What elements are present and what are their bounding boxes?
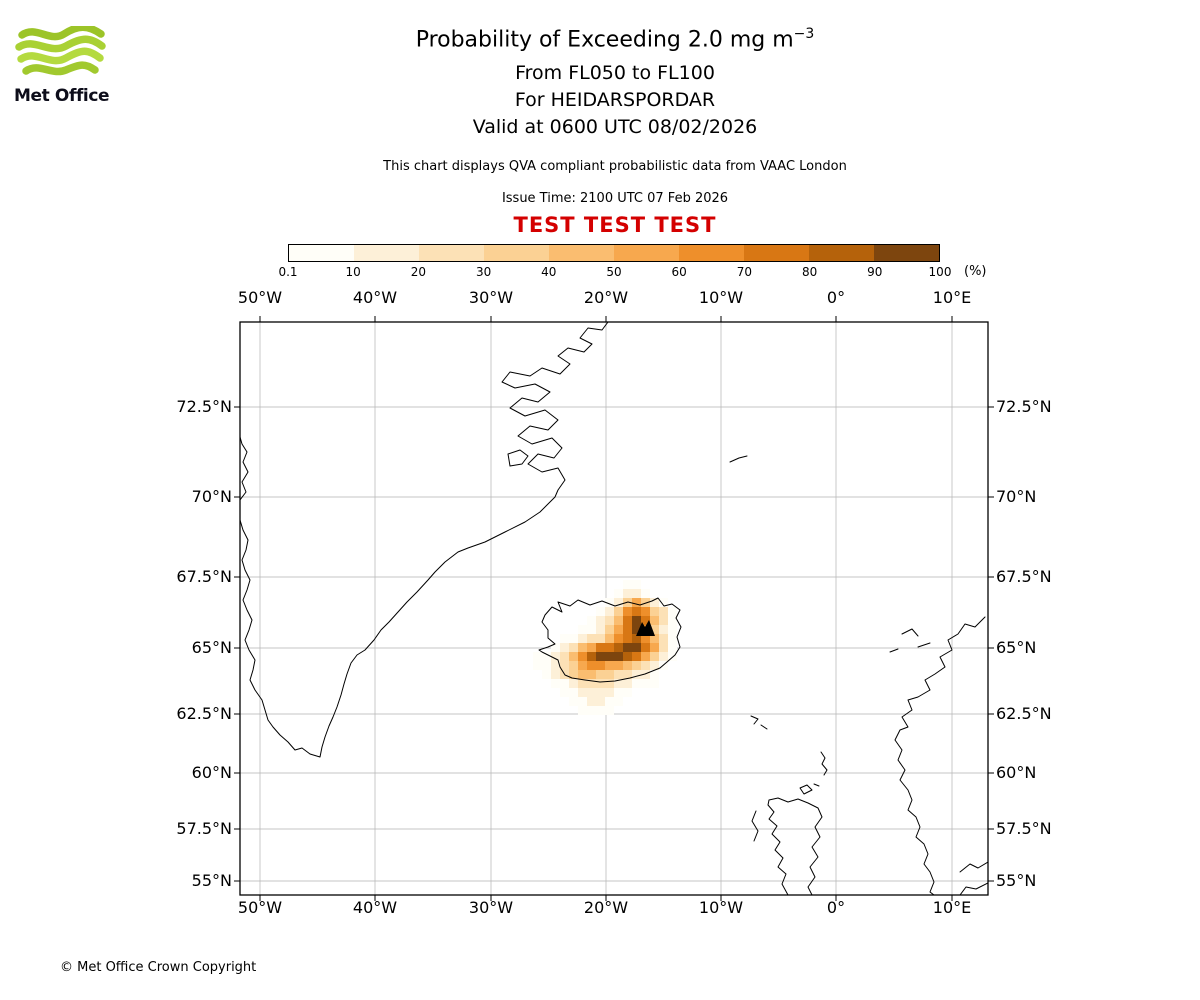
orkney-islands	[799, 783, 820, 795]
chart-title: Probability of Exceeding 2.0 mg m−3	[110, 26, 1120, 52]
colorbar-segment	[614, 245, 679, 261]
lat-right-label: 70°N	[996, 487, 1037, 506]
chart-title-text: Probability of Exceeding 2.0 mg m	[415, 27, 794, 53]
longitude-labels-top: 50°W 40°W 30°W 20°W 10°W 0° 10°E	[238, 288, 988, 310]
coastlines	[240, 322, 988, 895]
greenland-coastline	[240, 322, 609, 758]
colorbar-segment	[354, 245, 419, 261]
met-office-logo: Met Office	[14, 23, 124, 106]
lat-left-label: 65°N	[191, 638, 232, 657]
lon-top-label: 10°E	[932, 288, 972, 307]
test-banner: TEST TEST TEST	[513, 213, 717, 238]
colorbar-segment	[549, 245, 614, 261]
header: Probability of Exceeding 2.0 mg m−3 From…	[110, 26, 1120, 237]
lon-bottom-label: 50°W	[237, 898, 283, 917]
colorbar-segment	[874, 245, 939, 261]
ash-probability-cells	[533, 580, 677, 715]
volcano-marker	[636, 620, 655, 636]
colorbar-tick-label: 100	[928, 265, 952, 279]
lon-bottom-label: 40°W	[352, 898, 398, 917]
lon-bottom-label: 30°W	[468, 898, 514, 917]
lon-top-label: 0°	[826, 288, 846, 307]
met-office-waves-icon	[15, 23, 106, 76]
iceland-coastline	[538, 597, 682, 683]
lat-left-label: 70°N	[191, 487, 232, 506]
lon-top-label: 30°W	[468, 288, 514, 307]
colorbar-tick-labels: 0.1 10 20 30 40 50 60 70 80 90 100	[278, 262, 1008, 280]
norway-coastline	[894, 616, 986, 895]
valid-time-line: Valid at 0600 UTC 08/02/2026	[472, 116, 758, 139]
colorbar-segment	[679, 245, 744, 261]
map-frame	[239, 321, 989, 896]
lat-right-label: 67.5°N	[996, 567, 1052, 586]
scotland-coastline	[767, 797, 823, 895]
colorbar-tick-label: 40	[541, 265, 557, 279]
volcano-name-line: For HEIDARSPORDAR	[514, 89, 716, 112]
lat-right-label: 65°N	[996, 638, 1037, 657]
colorbar-segment	[419, 245, 484, 261]
colorbar-tick-label: 20	[410, 265, 427, 279]
latitude-labels-right: 72.5°N 70°N 67.5°N 65°N 62.5°N 60°N 57.5°N 55°N	[996, 322, 1106, 895]
lat-right-label: 62.5°N	[996, 704, 1052, 723]
norway-islands	[889, 628, 931, 653]
lat-left-label: 60°N	[191, 763, 232, 782]
colorbar-tick-label: 0.1	[278, 265, 298, 279]
jan-mayen-island	[729, 455, 748, 463]
flight-levels-line: From FL050 to FL100	[515, 62, 715, 85]
faroe-islands	[750, 715, 768, 730]
colorbar-tick-label: 70	[736, 265, 753, 279]
latitude-labels-left: 72.5°N 70°N 67.5°N 65°N 62.5°N 60°N 57.5°N 55°N	[118, 322, 232, 895]
colorbar-tick-label: 60	[671, 265, 687, 279]
colorbar-tick-label: 90	[867, 265, 883, 279]
lat-right-label: 57.5°N	[996, 819, 1052, 838]
colorbar-unit-label: (%)	[964, 264, 987, 279]
lat-left-label: 62.5°N	[176, 704, 232, 723]
lat-left-label: 55°N	[191, 871, 232, 890]
qva-disclaimer: This chart displays QVA compliant probab…	[383, 159, 847, 175]
colorbar-tick-label: 50	[606, 265, 622, 279]
chart-title-exponent: −3	[793, 26, 815, 42]
colorbar-segment	[484, 245, 549, 261]
lon-bottom-label: 0°	[826, 898, 846, 917]
colorbar-segment	[809, 245, 874, 261]
lon-bottom-label: 10°W	[698, 898, 744, 917]
met-office-wordmark: Met Office	[14, 86, 110, 106]
greenland-west-edge-coastline	[240, 436, 249, 501]
lat-left-label: 72.5°N	[176, 397, 232, 416]
lat-left-label: 57.5°N	[176, 819, 232, 838]
skagerrak-coastline	[959, 861, 988, 895]
colorbar-segment	[289, 245, 354, 261]
probability-colorbar: 0.1 10 20 30 40 50 60 70 80 90 100 (%)	[278, 244, 1008, 280]
colorbar-tick-label: 30	[475, 265, 492, 279]
hebrides-islands	[751, 810, 759, 842]
map-area	[232, 314, 996, 903]
lon-top-label: 10°W	[698, 288, 744, 307]
issue-time: Issue Time: 2100 UTC 07 Feb 2026	[501, 191, 729, 207]
shetland-islands	[820, 751, 828, 776]
lon-bottom-label: 20°W	[583, 898, 629, 917]
longitude-labels-bottom: 50°W 40°W 30°W 20°W 10°W 0° 10°E	[238, 898, 988, 920]
lat-right-label: 60°N	[996, 763, 1037, 782]
axis-tick-marks	[234, 316, 994, 901]
colorbar-tick-label: 10	[345, 265, 361, 279]
chart-subtitles: From FL050 to FL100 For HEIDARSPORDAR Va…	[110, 60, 1120, 141]
colorbar-segment	[744, 245, 809, 261]
greenland-fjord-island	[507, 449, 529, 467]
lat-right-label: 55°N	[996, 871, 1037, 890]
colorbar-segments	[288, 244, 940, 262]
map-svg	[234, 316, 994, 901]
colorbar-tick-label: 80	[801, 265, 818, 279]
lat-right-label: 72.5°N	[996, 397, 1052, 416]
copyright-notice: © Met Office Crown Copyright	[60, 960, 257, 975]
lon-top-label: 40°W	[352, 288, 398, 307]
lat-left-label: 67.5°N	[176, 567, 232, 586]
lon-top-label: 50°W	[237, 288, 283, 307]
lon-bottom-label: 10°E	[932, 898, 972, 917]
lon-top-label: 20°W	[583, 288, 629, 307]
